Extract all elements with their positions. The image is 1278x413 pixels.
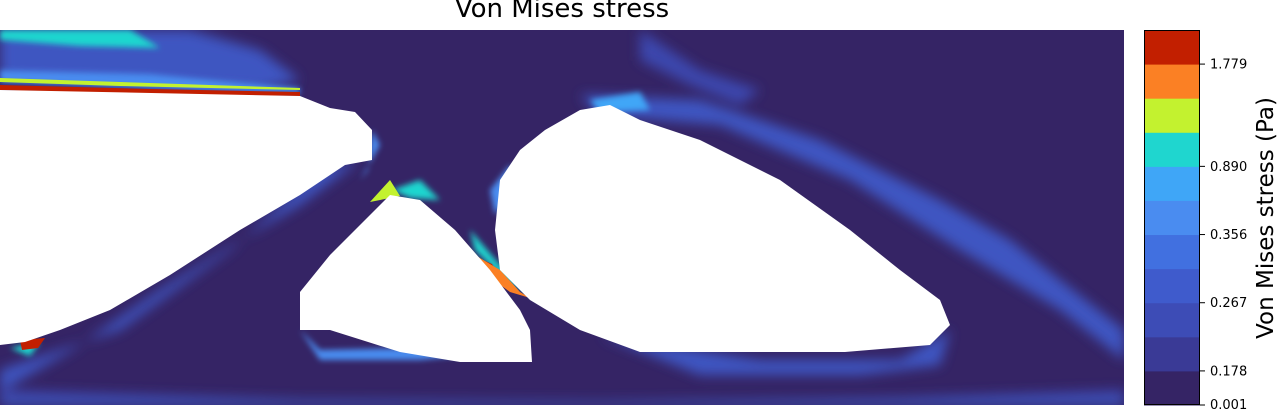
- stress-field-plot: [0, 30, 1124, 405]
- colorbar-band-1: [1144, 336, 1200, 372]
- colorbar-tick-label: 0.001: [1210, 398, 1247, 413]
- void-right: [495, 105, 950, 352]
- colorbar-band-2: [1144, 302, 1200, 338]
- colorbar-band-9: [1144, 64, 1200, 99]
- peak-top-left-edge: [0, 85, 300, 96]
- void-left: [0, 90, 372, 345]
- structure-voids: [0, 90, 950, 362]
- colorbar-band-3: [1144, 268, 1200, 304]
- colorbar-band-7: [1144, 132, 1200, 167]
- near-peak-top-left: [0, 78, 300, 90]
- colorbar-band-0: [1144, 370, 1200, 406]
- void-center: [300, 195, 532, 362]
- colorbar-tick-label: 0.356: [1210, 228, 1247, 243]
- colorbar-tick-label: 0.178: [1210, 364, 1247, 379]
- colorbar-band-5: [1144, 200, 1200, 236]
- colorbar-tick-label: 0.267: [1210, 296, 1247, 311]
- colorbar-band-4: [1144, 234, 1200, 270]
- near-peak-center: [470, 252, 530, 298]
- colorbar-band-8: [1144, 98, 1200, 133]
- colorbar-tick-label: 0.890: [1210, 160, 1247, 175]
- colorbar: 0.001 0.178 0.267 0.356 0.890 1.779: [1144, 30, 1247, 413]
- chart-title: Von Mises stress: [454, 0, 670, 24]
- colorbar-band-6: [1144, 166, 1200, 201]
- colorbar-band-10: [1144, 30, 1200, 65]
- colorbar-frame: [1144, 30, 1200, 405]
- colorbar-tick-label: 1.779: [1210, 58, 1247, 73]
- colorbar-label: Von Mises stress (Pa): [1253, 96, 1278, 339]
